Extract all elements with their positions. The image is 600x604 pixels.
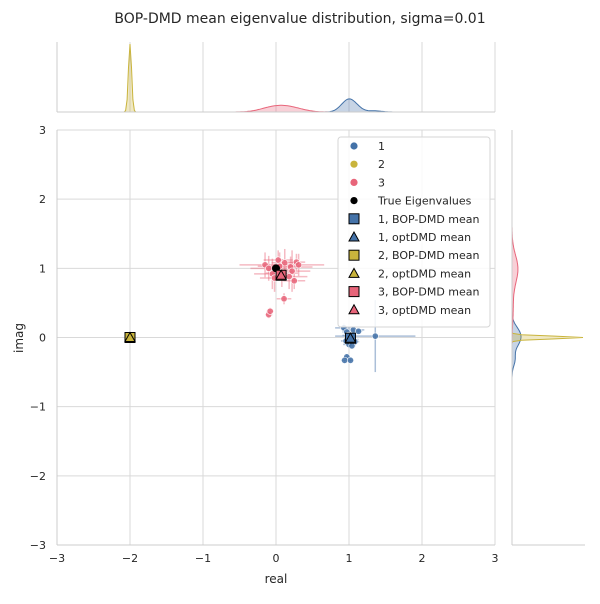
- legend-label: 3: [378, 176, 385, 189]
- point-series-1: [371, 332, 379, 340]
- legend-marker-circle: [350, 160, 358, 168]
- legend: 1 2 3 True Eigenvalues 1, BOP-DMD mean 1, opt…: [337, 136, 491, 328]
- legend-label: 3, BOP-DMD mean: [378, 286, 480, 299]
- legend-label: 2, optDMD mean: [378, 267, 471, 280]
- y-tick-label: 2: [39, 193, 46, 206]
- point-series-1: [341, 356, 349, 364]
- x-tick-label: −1: [195, 552, 211, 565]
- x-tick-label: 1: [346, 552, 353, 565]
- legend-box: [337, 136, 491, 328]
- legend-marker-circle: [350, 178, 358, 186]
- legend-marker-triangle: [348, 230, 360, 242]
- point-series-3: [295, 261, 303, 269]
- legend-label: 1, BOP-DMD mean: [378, 213, 480, 226]
- mean-markers: [124, 264, 357, 344]
- point-series-1: [346, 356, 354, 364]
- legend-marker-square: [348, 249, 360, 261]
- legend-label: 1, optDMD mean: [378, 231, 471, 244]
- x-tick-label: 2: [419, 552, 426, 565]
- legend-marker-square: [348, 213, 360, 225]
- point-series-3: [290, 277, 298, 285]
- chart-title: BOP-DMD mean eigenvalue distribution, si…: [114, 11, 485, 27]
- legend-marker-circle: [350, 142, 358, 150]
- y-axis-label: imag: [12, 323, 26, 353]
- point-series-3: [281, 259, 289, 267]
- x-tick-label: −3: [49, 552, 65, 565]
- optdmd-mean-marker: [124, 331, 136, 342]
- legend-label: 2: [378, 158, 385, 171]
- point-series-3: [265, 264, 273, 272]
- x-tick-label: 0: [273, 552, 280, 565]
- marginal-right-kde: [511, 130, 584, 545]
- legend-marker-square: [348, 286, 360, 298]
- point-series-3: [288, 267, 296, 275]
- legend-marker-triangle: [348, 303, 360, 315]
- legend-marker-circle: [350, 197, 358, 205]
- legend-label: 1: [378, 140, 385, 153]
- y-tick-label: −2: [30, 470, 46, 483]
- legend-label: 2, BOP-DMD mean: [378, 249, 480, 262]
- optdmd-mean-marker: [275, 269, 287, 280]
- point-series-3: [285, 273, 293, 281]
- legend-label: True Eigenvalues: [377, 195, 472, 208]
- optdmd-mean-marker: [344, 332, 357, 343]
- point-series-3: [280, 295, 288, 303]
- kde-right-series-2: [511, 130, 584, 545]
- kde-top-series-3: [57, 104, 495, 113]
- point-series-1: [354, 327, 362, 335]
- axes: [56, 42, 585, 546]
- legend-label: 3, optDMD mean: [378, 304, 471, 317]
- point-series-3: [274, 256, 282, 264]
- x-tick-label: −2: [122, 552, 138, 565]
- y-tick-label: 3: [39, 124, 46, 137]
- x-axis-label: real: [265, 572, 288, 586]
- x-tick-label: 3: [492, 552, 499, 565]
- y-tick-label: −3: [30, 539, 46, 552]
- y-tick-label: 0: [39, 332, 46, 345]
- y-tick-label: 1: [39, 262, 46, 275]
- legend-marker-triangle: [348, 267, 360, 278]
- point-series-3: [266, 307, 274, 315]
- y-tick-label: −1: [30, 401, 46, 414]
- tick-labels: −3 −2 −1 0 1 2 3 −3 −2 −1 0 1 2 3: [30, 124, 499, 565]
